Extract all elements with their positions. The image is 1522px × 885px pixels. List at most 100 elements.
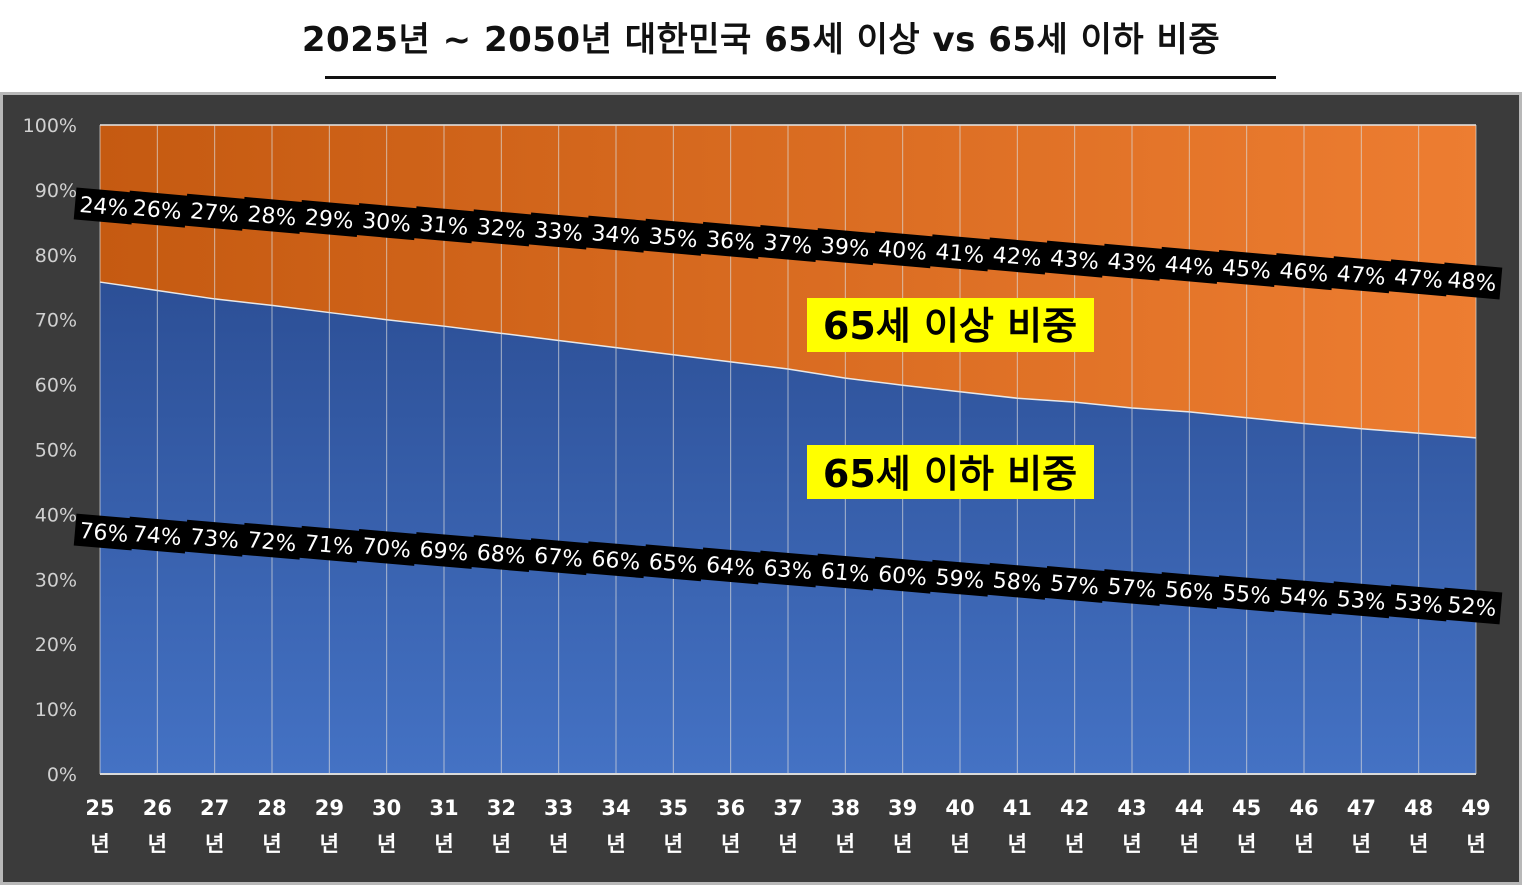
callout-layer: 65세 이상 비중 65세 이하 비중	[807, 298, 1094, 499]
data-label-under65-bg	[1273, 578, 1335, 616]
data-label-under65-bg	[1159, 572, 1220, 610]
data-label-over65: 32%	[476, 215, 527, 244]
x-tick-suffix: 년	[664, 832, 683, 856]
x-tick-label: 45	[1232, 796, 1261, 820]
title-underline	[325, 76, 1276, 79]
data-label-over65: 41%	[934, 240, 985, 269]
x-tick-label: 48	[1404, 796, 1433, 820]
data-label-over65: 27%	[189, 199, 240, 228]
x-tick-label: 33	[544, 796, 573, 820]
y-tick-label: 40%	[35, 504, 77, 526]
x-tick-label: 28	[257, 796, 286, 820]
data-label-over65-group: 47%	[1388, 259, 1449, 297]
data-label-over65-bg	[929, 234, 991, 272]
data-label-over65-bg	[471, 209, 532, 247]
data-label-under65: 53%	[1336, 587, 1387, 616]
callout-over65-bg	[807, 298, 1094, 352]
data-label-under65-group: 76%	[73, 513, 135, 551]
x-tick-suffix: 년	[778, 832, 797, 856]
data-label-over65: 40%	[877, 237, 928, 266]
data-labels-under65: 76% 74% 73% 72% 71% 70% 69% 68% 67% 66% 65% 64% 63% 6…	[73, 513, 1503, 625]
data-label-over65-group: 24%	[73, 187, 135, 225]
x-tick-suffix: 년	[1466, 832, 1485, 856]
x-axis: 25 년 26 년 27 년 28 년 29 년 30 년 31 년 32 년 33 년 34 년 35 년 36 년 37 년 3…	[85, 796, 1490, 856]
data-label-under65: 57%	[1049, 571, 1100, 600]
x-tick-label: 31	[429, 796, 458, 820]
data-label-under65-bg	[872, 556, 933, 594]
data-label-over65-group: 35%	[643, 218, 704, 256]
x-tick-label: 46	[1289, 796, 1318, 820]
data-labels-over65: 24% 26% 27% 28% 29% 30% 31% 32% 33% 34% 35% 36% 37% 3…	[73, 187, 1503, 300]
data-label-under65: 70%	[361, 534, 412, 563]
x-tick-suffix: 년	[950, 832, 969, 856]
data-label-over65-group: 44%	[1159, 246, 1220, 284]
data-label-over65-group: 41%	[929, 234, 991, 272]
data-label-under65-bg	[1044, 565, 1105, 603]
data-label-over65-bg	[1273, 253, 1335, 291]
x-tick-label: 39	[888, 796, 917, 820]
data-label-under65-bg	[643, 544, 704, 582]
x-tick-suffix: 년	[377, 832, 396, 856]
data-label-under65-bg	[413, 532, 475, 569]
data-label-over65: 30%	[361, 209, 412, 238]
data-label-over65: 37%	[762, 230, 813, 259]
data-label-over65: 47%	[1336, 262, 1387, 291]
data-label-under65-group: 69%	[413, 532, 475, 569]
x-tick-suffix: 년	[1352, 832, 1371, 856]
y-tick-label: 10%	[35, 699, 77, 721]
data-label-under65-bg	[929, 559, 991, 597]
data-label-over65: 43%	[1106, 249, 1157, 278]
data-label-over65: 36%	[705, 227, 756, 256]
data-label-over65-group: 37%	[757, 225, 819, 262]
x-tick-suffix: 년	[262, 832, 281, 856]
data-label-over65-group: 39%	[815, 228, 876, 266]
data-label-over65: 39%	[820, 234, 871, 263]
x-tick-label: 43	[1117, 796, 1146, 820]
y-tick-label: 60%	[35, 375, 77, 397]
data-label-over65-group: 40%	[872, 231, 933, 269]
data-label-over65-group: 43%	[1101, 243, 1163, 281]
y-tick-label: 90%	[35, 180, 77, 202]
data-label-over65-bg	[1159, 246, 1220, 284]
data-label-over65: 45%	[1221, 255, 1272, 284]
y-tick-label: 30%	[35, 569, 77, 591]
data-label-over65-group: 32%	[471, 209, 532, 247]
y-tick-label: 50%	[35, 440, 77, 462]
data-label-over65-bg	[757, 225, 819, 262]
data-label-under65-bg	[127, 516, 188, 554]
data-label-under65-group: 64%	[700, 547, 761, 585]
x-tick-suffix: 년	[1237, 832, 1256, 856]
data-label-under65-bg	[73, 513, 135, 551]
data-label-over65: 31%	[418, 212, 469, 241]
x-tick-suffix: 년	[893, 832, 912, 856]
data-label-under65-bg	[757, 550, 819, 588]
data-label-under65-group: 58%	[987, 562, 1048, 600]
data-label-under65-bg	[1388, 584, 1449, 622]
data-label-over65-group: 34%	[585, 215, 647, 253]
data-label-over65-group: 43%	[1044, 240, 1105, 278]
data-label-under65: 67%	[533, 544, 584, 573]
data-label-over65: 48%	[1446, 268, 1497, 297]
data-label-under65-group: 73%	[184, 519, 245, 557]
data-label-under65-bg	[1216, 575, 1277, 613]
data-label-over65-bg	[241, 196, 303, 234]
x-tick-label: 44	[1175, 796, 1204, 820]
data-label-under65: 65%	[648, 550, 699, 579]
data-label-over65: 34%	[590, 221, 641, 250]
x-tick-suffix: 년	[1122, 832, 1141, 856]
data-label-over65-bg	[1331, 256, 1392, 294]
x-tick-suffix: 년	[205, 832, 224, 856]
data-label-under65-group: 53%	[1388, 584, 1449, 622]
data-label-over65-group: 31%	[413, 206, 475, 244]
y-tick-label: 80%	[35, 245, 77, 267]
x-tick-suffix: 년	[606, 832, 625, 856]
data-label-under65-group: 54%	[1273, 578, 1335, 616]
data-label-under65-group: 67%	[528, 538, 589, 576]
data-label-under65-group: 61%	[815, 553, 876, 591]
x-tick-label: 27	[200, 796, 229, 820]
data-label-under65: 63%	[762, 556, 813, 585]
callout-over65: 65세 이상 비중	[823, 304, 1077, 348]
data-label-under65: 76%	[78, 519, 129, 548]
x-tick-label: 41	[1003, 796, 1032, 820]
data-label-under65-group: 66%	[585, 541, 647, 579]
